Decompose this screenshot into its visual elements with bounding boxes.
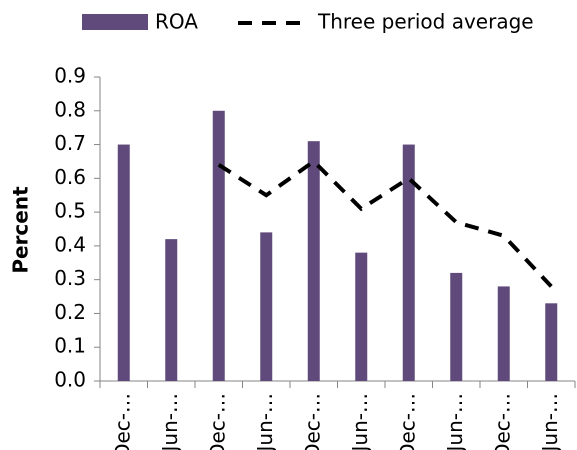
bar [307, 141, 320, 381]
bar [497, 286, 510, 381]
x-tick-label: Dec-… [300, 393, 324, 450]
y-tick-label: 0.8 [54, 97, 86, 121]
y-tick-label: 0.3 [54, 266, 86, 290]
bar [165, 239, 178, 381]
legend-label: Three period average [317, 10, 534, 34]
y-tick-label: 0.9 [54, 64, 86, 88]
y-tick-label: 0.1 [54, 334, 86, 358]
x-tick-label: Jun-… [253, 393, 277, 450]
bar [260, 232, 273, 381]
x-tick-label: Jun-… [348, 393, 372, 450]
x-tick-label: Jun-… [538, 393, 562, 450]
x-tick-label: Dec-… [110, 393, 134, 450]
x-tick-label: Dec-… [205, 393, 229, 450]
legend-label: ROA [155, 10, 198, 34]
legend-swatch [82, 14, 148, 30]
x-tick-label: Jun-… [158, 393, 182, 450]
y-tick-label: 0.7 [54, 131, 86, 155]
y-tick-label: 0.5 [54, 199, 86, 223]
x-tick-label: Dec-… [395, 393, 419, 450]
bar [402, 144, 415, 381]
bar [545, 303, 558, 381]
y-tick-label: 0.6 [54, 165, 86, 189]
y-tick-label: 0.0 [54, 368, 86, 392]
y-tick-label: 0.4 [54, 232, 86, 256]
bar [450, 272, 463, 381]
x-tick-label: Jun-… [443, 393, 467, 450]
y-axis-label: Percent [9, 186, 33, 274]
line [217, 158, 553, 288]
bar [212, 110, 225, 382]
x-tick-label: Dec-… [490, 393, 514, 450]
bar [117, 144, 130, 381]
y-tick-label: 0.2 [54, 300, 86, 324]
bar [355, 252, 368, 381]
